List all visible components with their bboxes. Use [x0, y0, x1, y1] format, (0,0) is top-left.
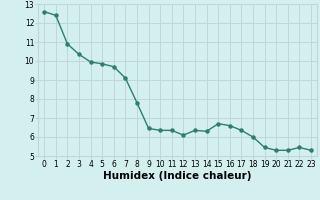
X-axis label: Humidex (Indice chaleur): Humidex (Indice chaleur): [103, 171, 252, 181]
